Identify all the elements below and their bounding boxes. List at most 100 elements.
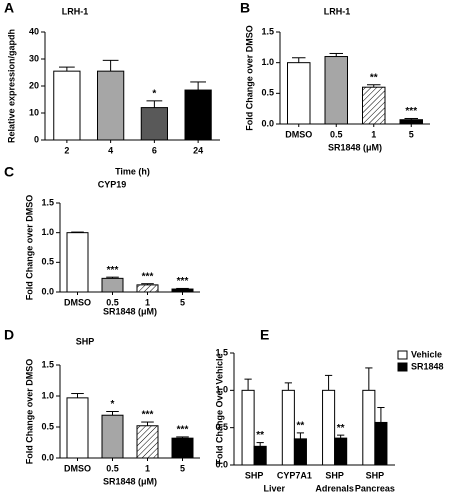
y-tick-label: 1.0: [41, 227, 54, 237]
x-tick-label: 5: [180, 463, 185, 473]
x-tick-label: SHP: [366, 470, 385, 480]
group-label: Pancreas: [355, 483, 395, 493]
bar: [399, 119, 423, 125]
y-tick-label: 0: [34, 134, 39, 144]
significance-label: ***: [142, 410, 154, 421]
x-tick-label: 5: [180, 297, 185, 307]
significance-label: ***: [142, 271, 154, 282]
bar: [171, 437, 194, 459]
bar: [374, 421, 388, 466]
bar: [241, 389, 255, 466]
x-tick-label: 6: [152, 145, 157, 155]
chart-title: LRH-1: [62, 6, 89, 16]
y-axis-label: Fold Change over DMSO: [244, 25, 254, 131]
x-tick-label: 1: [371, 129, 376, 139]
significance-label: ***: [177, 425, 189, 436]
y-tick-label: 0.0: [41, 452, 54, 462]
y-tick-label: 40: [29, 26, 39, 36]
bar: [322, 389, 336, 466]
y-axis-label: Fold Change over DMSO: [24, 359, 34, 465]
chart-title: SHP: [76, 336, 95, 346]
bar: [136, 425, 159, 459]
bar: [101, 414, 124, 459]
bar: [287, 62, 311, 125]
bar: [53, 70, 81, 141]
bar: [253, 445, 267, 466]
bar: [136, 284, 159, 293]
legend-swatch: [397, 350, 408, 360]
significance-label: **: [297, 421, 305, 432]
bar: [324, 56, 348, 125]
y-tick-label: 0.5: [215, 422, 228, 432]
x-tick-label: 1: [145, 463, 150, 473]
significance-label: *: [152, 88, 156, 99]
y-tick-label: 30: [29, 53, 39, 63]
panel-letter: C: [4, 164, 14, 180]
y-tick-label: 1.5: [41, 359, 54, 369]
x-tick-label: DMSO: [285, 129, 312, 139]
bar: [66, 232, 89, 293]
bar: [140, 107, 168, 141]
y-axis-label: Fold Change Over Vehicle: [214, 353, 224, 464]
x-tick-label: 24: [193, 145, 203, 155]
group-label: Liver: [263, 483, 285, 493]
panel-letter: A: [4, 0, 14, 16]
y-tick-label: 0.5: [41, 421, 54, 431]
y-axis-label: Fold Change over DMSO: [24, 195, 34, 301]
y-tick-label: 1.5: [261, 26, 274, 36]
y-tick-label: 1.0: [41, 390, 54, 400]
y-tick-label: 1.5: [41, 197, 54, 207]
y-tick-label: 0.0: [261, 118, 274, 128]
y-axis-label: Relative expression/gapdh: [6, 29, 16, 143]
x-tick-label: SHP: [245, 470, 264, 480]
bar: [362, 389, 376, 466]
y-tick-label: 0.0: [41, 286, 54, 296]
significance-label: *: [111, 399, 115, 410]
panel-letter: B: [240, 0, 250, 16]
x-axis-label: SR1848 (μM): [103, 306, 157, 316]
x-tick-label: 2: [64, 145, 69, 155]
bar: [184, 89, 212, 141]
y-tick-label: 10: [29, 107, 39, 117]
x-axis-label: Time (h): [115, 166, 150, 176]
significance-label: **: [370, 72, 378, 83]
panel-letter: E: [260, 327, 269, 343]
y-tick-label: 20: [29, 80, 39, 90]
significance-label: ***: [177, 276, 189, 287]
y-tick-label: 0.0: [215, 459, 228, 469]
x-axis-label: SR1848 (μM): [103, 476, 157, 486]
bar: [334, 437, 348, 466]
significance-label: **: [256, 430, 264, 441]
legend-label: SR1848: [411, 361, 444, 371]
x-axis-label: SR1848 (μM): [328, 142, 382, 152]
significance-label: ***: [107, 265, 119, 276]
chart-title: CYP19: [98, 179, 127, 189]
y-tick-label: 0.5: [261, 88, 274, 98]
bar: [66, 397, 89, 459]
bar: [293, 438, 307, 466]
x-tick-label: 5: [409, 129, 414, 139]
y-tick-label: 1.5: [215, 347, 228, 357]
x-tick-label: 4: [108, 145, 113, 155]
x-tick-label: 0.5: [330, 129, 343, 139]
x-tick-label: SHP: [325, 470, 344, 480]
x-tick-label: CYP7A1: [277, 470, 312, 480]
bar: [362, 86, 386, 125]
y-tick-label: 1.0: [215, 385, 228, 395]
legend-swatch: [397, 362, 408, 372]
x-tick-label: DMSO: [64, 297, 91, 307]
y-tick-label: 0.5: [41, 257, 54, 267]
significance-label: **: [337, 423, 345, 434]
x-tick-label: DMSO: [64, 463, 91, 473]
bar: [97, 70, 125, 141]
x-tick-label: 1: [145, 297, 150, 307]
x-tick-label: 0.5: [106, 463, 119, 473]
y-tick-label: 1.0: [261, 57, 274, 67]
bar: [101, 277, 124, 293]
legend-label: Vehicle: [411, 349, 442, 359]
x-tick-label: 0.5: [106, 297, 119, 307]
significance-label: ***: [405, 106, 417, 117]
bar: [281, 389, 295, 466]
panel-letter: D: [4, 327, 14, 343]
